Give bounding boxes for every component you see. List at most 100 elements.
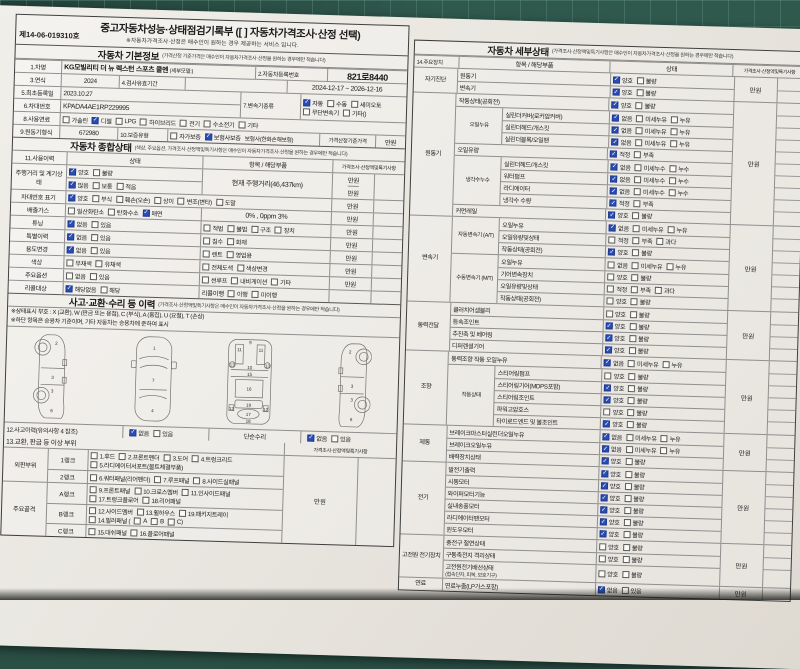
detail-table: 자동차 세부상태 (가격조사·산정액및특기사항은 매수인이 자동차가격조사·산정… (397, 39, 800, 602)
checkbox-unchecked (95, 259, 103, 267)
s13-group: 주요골격 A랭크 9.프론트패널 10.크로스멤버 11.인사이드패널 17.트렁크플로어… (1, 480, 283, 544)
checkbox-option: 양호 (604, 371, 625, 380)
checkbox-label: 썬루프 (210, 277, 228, 285)
checkbox-label: 양호 (614, 311, 626, 319)
checkbox-label: 양호 (608, 531, 620, 539)
checkbox-option: 양호 (598, 554, 619, 564)
checkbox-unchecked (181, 489, 189, 497)
s14-group-rows: 자동변속기 (A/T) 오일누유 ✓ 없음 미세누유 누유 오일유량및상태 적정 부족 과다 작동상… (449, 216, 731, 310)
checkbox-label: A (143, 517, 148, 525)
checkbox-option: ✓ 양호 (599, 517, 620, 527)
checkbox-label: 렌트 (211, 251, 223, 259)
checkbox-unchecked (167, 518, 175, 526)
checkbox-checked: ✓ (65, 284, 73, 293)
price-blank-cell (769, 373, 797, 387)
checkbox-label: 보험사보증 (213, 134, 241, 142)
price-blank-cell (355, 458, 396, 547)
checkbox-checked: ✓ (307, 434, 315, 442)
checkbox-unchecked (633, 200, 641, 208)
checkbox-unchecked (628, 385, 636, 393)
field-label-car-name: 1.차명 (15, 59, 62, 74)
s11-price-cell: 만원 (329, 251, 402, 266)
price-basis-unit: 만원 (374, 135, 406, 149)
checkbox-option: 미세누수 (634, 163, 666, 173)
checkbox-unchecked (634, 163, 642, 171)
basic-info-title: 자동차 기본정보 (97, 49, 160, 63)
checkbox-option: 불량 (628, 334, 649, 344)
s14-group-label: 고전원 전기장치 (402, 551, 441, 560)
s14-subgroup-label: 자동변속기 (A/T) (457, 231, 494, 239)
checkbox-label: 부식 (100, 195, 112, 204)
overall-state-table: 11.사용이력 상태 항목 / 해당부품 가격조사·산정액및특기사항 주행거리 및 계기… (8, 150, 405, 305)
svg-text:4: 4 (151, 408, 154, 413)
warranty-insurer: 보험사(한화손해보험) (244, 136, 294, 144)
price-blank-cell (764, 508, 793, 521)
inspection-form-paper: 중고자동차성능·상태점검기록부 ([ ] 자동차가격조사·산정 선택) 제14-… (0, 5, 800, 669)
checkbox-unchecked (627, 359, 636, 367)
svg-text:15: 15 (247, 372, 253, 377)
checkbox-label: 불량 (633, 484, 645, 492)
price-unit-cell: 만원 (346, 229, 358, 237)
checkbox-label: 양호 (609, 507, 621, 515)
price-blank-cell (774, 199, 800, 213)
price-blank-cell (766, 447, 795, 460)
checkbox-label: 누유 (675, 263, 687, 272)
checkbox-unchecked (635, 127, 643, 135)
checkbox-label: 있음 (100, 221, 112, 230)
checkbox-label: 일산화탄소 (76, 208, 104, 216)
checkbox-checked: ✓ (611, 126, 620, 134)
s14-subgroup-label: 냉각수누수 (465, 177, 490, 184)
checkbox-label: 과다 (663, 288, 675, 296)
checkbox-unchecked (621, 570, 630, 579)
s13-price-column: 만원 (281, 456, 396, 547)
col-price-note: 가격조사·산정액및특기사항 (732, 65, 800, 79)
checkbox-option: ✓ 양호 (601, 469, 621, 478)
s14-subgroup-label: 오일누유 (469, 122, 489, 129)
checkbox-unchecked (622, 543, 630, 551)
checkbox-label: 불량 (645, 90, 657, 98)
checkbox-label: 없음 (610, 446, 622, 454)
checkbox-option: 미세누유 (635, 138, 666, 148)
price-blank-cell (371, 252, 402, 266)
checkbox-unchecked (626, 433, 634, 441)
checkbox-option: 수소전기 (203, 119, 235, 129)
checkbox-option: C) (167, 518, 183, 526)
checkbox-unchecked (636, 114, 644, 122)
label-line: 작동상태(공회전) (499, 295, 541, 304)
checkbox-option: ✓없음 (129, 428, 149, 438)
checkbox-checked: ✓ (602, 432, 610, 441)
checkbox-label: 양호 (607, 556, 619, 564)
checkbox-option: ✓ 양호 (603, 395, 624, 405)
checkbox-option: ✓없음 (67, 232, 87, 241)
checkbox-label: 변조(변타) (186, 198, 212, 207)
checkbox-label: 누유 (679, 129, 691, 137)
checkbox-unchecked (153, 429, 161, 438)
car-damage-diagrams: 2 3 3 6 1 7 4 (4, 325, 400, 434)
checkbox-label: 양호 (621, 77, 633, 85)
checkbox-label: 없음 (138, 430, 150, 438)
svg-text:12: 12 (263, 407, 269, 412)
checkbox-checked: ✓ (603, 420, 611, 428)
checkbox-option: 양호 (606, 296, 627, 306)
s11-state-options: ✓ 양호 불량 ✓ 많음 보통 적음 (65, 165, 203, 195)
checkbox-option: ✓없음 (67, 219, 87, 228)
checkbox-option: 미세누수 (634, 175, 665, 185)
checkbox-label: 누유 (669, 448, 681, 456)
price-unit-cell: 만원 (344, 281, 357, 289)
checkbox-option: 상이 (153, 195, 174, 205)
checkbox-label: 양호 (607, 544, 619, 552)
checkbox-option: ✓ 양호 (601, 456, 621, 466)
checkbox-option: 없음 (607, 260, 628, 269)
checkbox-label: B (159, 518, 164, 526)
s11-price-cell: 만원 (330, 212, 403, 227)
checkbox-option: ✓ 양호 (612, 87, 632, 97)
price-unit-cell: 만원 (345, 242, 358, 250)
checkbox-option: 화재 (226, 237, 247, 246)
checkbox-label: 자동 (312, 100, 324, 108)
checkbox-option: 불량 (624, 482, 645, 492)
checkbox-option: ✓ 양호 (612, 75, 633, 85)
field-label-reg-no: 2.자동차등록번호 (254, 66, 328, 81)
checkbox-label: 누수 (678, 165, 690, 174)
checkbox-unchecked (89, 486, 97, 494)
checkbox-label: 양호 (615, 298, 627, 306)
